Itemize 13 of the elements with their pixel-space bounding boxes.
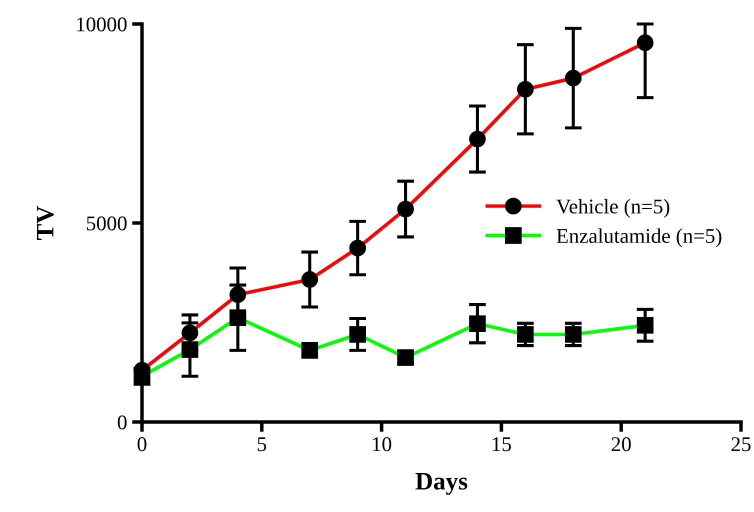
legend-label: Vehicle (n=5): [556, 198, 670, 218]
x-tick-label: 0: [138, 437, 146, 452]
x-tick-label: 20: [612, 437, 631, 452]
y-tick-label: 10000: [77, 17, 127, 32]
y-axis-title: TV: [36, 206, 54, 240]
x-tick-label: 25: [732, 437, 751, 452]
legend-label: Enzalutamide (n=5): [556, 228, 722, 248]
y-tick-label: 5000: [86, 216, 127, 230]
x-axis-title: Days: [416, 473, 468, 495]
y-tick-label: 0: [118, 415, 127, 430]
x-tick-label: 15: [492, 437, 512, 452]
x-tick-label: 10: [373, 437, 392, 452]
x-tick-label: 5: [258, 437, 266, 452]
